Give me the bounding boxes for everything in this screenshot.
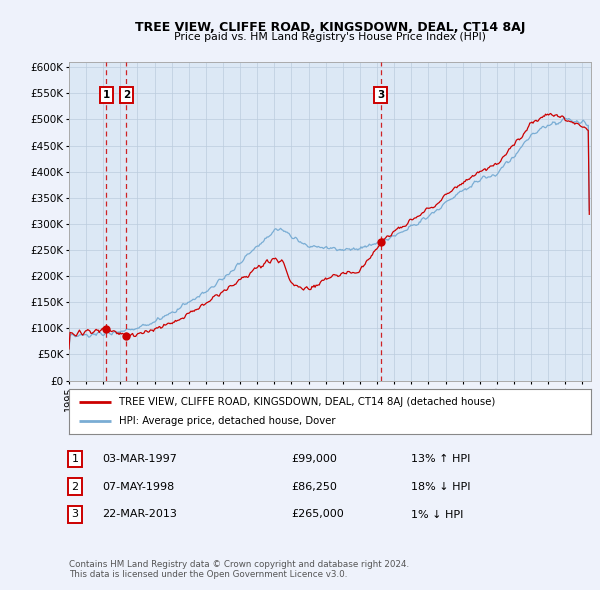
Text: 1: 1	[103, 90, 110, 100]
Text: HPI: Average price, detached house, Dover: HPI: Average price, detached house, Dove…	[119, 417, 335, 426]
Text: 3: 3	[71, 510, 79, 519]
Text: 1% ↓ HPI: 1% ↓ HPI	[411, 510, 463, 519]
Text: TREE VIEW, CLIFFE ROAD, KINGSDOWN, DEAL, CT14 8AJ: TREE VIEW, CLIFFE ROAD, KINGSDOWN, DEAL,…	[135, 21, 525, 34]
Text: £86,250: £86,250	[291, 482, 337, 491]
Text: 07-MAY-1998: 07-MAY-1998	[102, 482, 174, 491]
Text: 3: 3	[377, 90, 385, 100]
Text: Price paid vs. HM Land Registry's House Price Index (HPI): Price paid vs. HM Land Registry's House …	[174, 32, 486, 42]
Text: 18% ↓ HPI: 18% ↓ HPI	[411, 482, 470, 491]
Text: 03-MAR-1997: 03-MAR-1997	[102, 454, 177, 464]
Text: 2: 2	[123, 90, 130, 100]
Text: Contains HM Land Registry data © Crown copyright and database right 2024.
This d: Contains HM Land Registry data © Crown c…	[69, 560, 409, 579]
Text: 22-MAR-2013: 22-MAR-2013	[102, 510, 177, 519]
Text: 1: 1	[71, 454, 79, 464]
Text: £99,000: £99,000	[291, 454, 337, 464]
Text: 2: 2	[71, 482, 79, 491]
Text: £265,000: £265,000	[291, 510, 344, 519]
Text: TREE VIEW, CLIFFE ROAD, KINGSDOWN, DEAL, CT14 8AJ (detached house): TREE VIEW, CLIFFE ROAD, KINGSDOWN, DEAL,…	[119, 397, 495, 407]
Text: 13% ↑ HPI: 13% ↑ HPI	[411, 454, 470, 464]
